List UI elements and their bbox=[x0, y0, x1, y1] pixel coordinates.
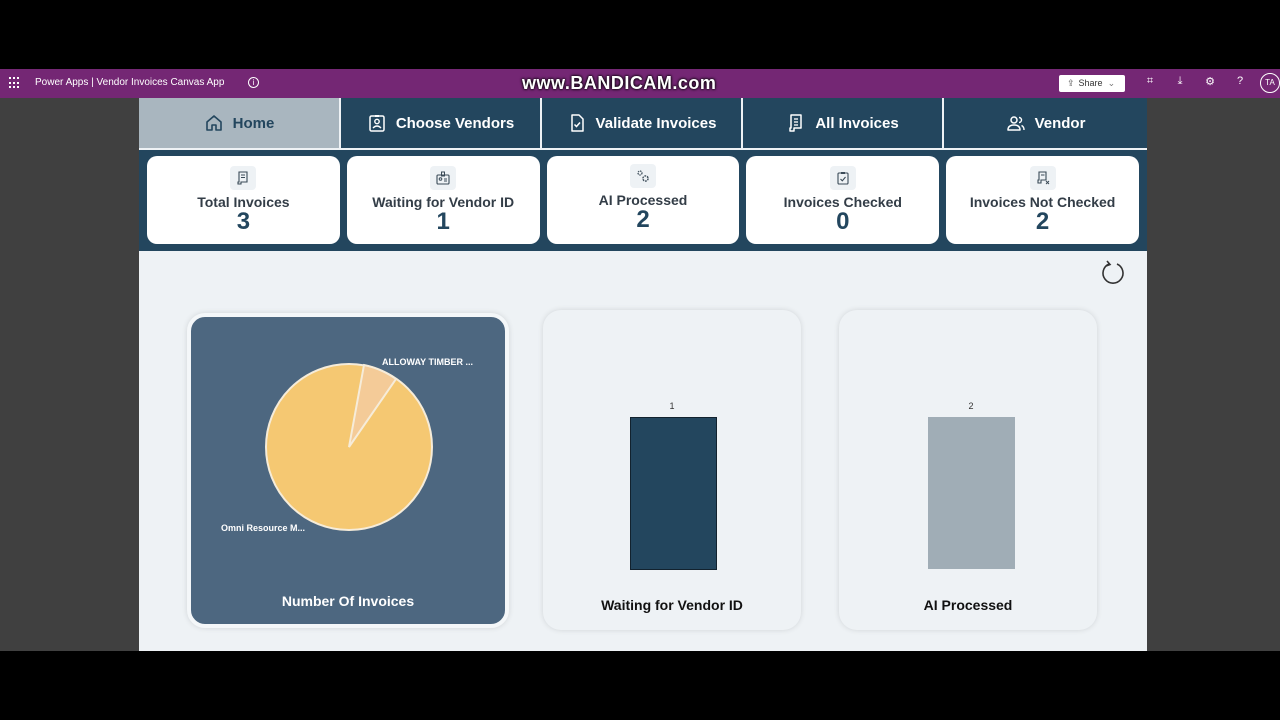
kpi-value: 0 bbox=[836, 208, 850, 235]
share-icon: ⇪ bbox=[1067, 78, 1075, 88]
app-launcher-icon[interactable] bbox=[9, 77, 21, 89]
download-icon[interactable]: ⤓ bbox=[1177, 75, 1183, 87]
avatar[interactable]: TA bbox=[1260, 73, 1280, 93]
contact-card-icon bbox=[369, 115, 385, 132]
top-nav: Home Choose Vendors Validate Invoices Al… bbox=[139, 98, 1147, 148]
bar-value-label: 1 bbox=[669, 401, 675, 411]
kpi-value: 1 bbox=[436, 208, 450, 235]
app-canvas: Home Choose Vendors Validate Invoices Al… bbox=[139, 98, 1147, 651]
tab-label: Choose Vendors bbox=[395, 114, 515, 132]
bar-ai-processed bbox=[928, 417, 1015, 569]
receipt-x-icon bbox=[1029, 166, 1056, 190]
tab-validate-invoices[interactable]: Validate Invoices bbox=[542, 98, 743, 148]
clipboard-check-icon bbox=[829, 166, 856, 190]
tab-all-invoices[interactable]: All Invoices bbox=[743, 98, 944, 148]
refresh-icon[interactable] bbox=[1099, 258, 1127, 286]
chart-title: Number Of Invoices bbox=[281, 593, 415, 609]
kpi-invoices-not-checked[interactable]: Invoices Not Checked 2 bbox=[946, 156, 1139, 244]
tab-vendor[interactable]: Vendor bbox=[944, 98, 1147, 148]
bar-waiting-vendor-id bbox=[630, 417, 717, 570]
kpi-label: Total Invoices bbox=[197, 194, 290, 210]
pie-label-alloway: ALLOWAY TIMBER ... bbox=[382, 357, 474, 367]
kpi-invoices-checked[interactable]: Invoices Checked 0 bbox=[746, 156, 940, 244]
help-icon[interactable]: ? bbox=[1236, 75, 1244, 87]
bar-value-label: 2 bbox=[968, 401, 974, 411]
kpi-total-invoices[interactable]: Total Invoices 3 bbox=[147, 156, 340, 244]
kpi-waiting-vendor-id[interactable]: Waiting for Vendor ID 1 bbox=[346, 156, 540, 244]
tab-label: Validate Invoices bbox=[595, 114, 717, 132]
ai-processed-chart-card: 2 AI Processed bbox=[839, 310, 1097, 630]
kpi-value: 2 bbox=[1035, 208, 1050, 235]
tab-label: All Invoices bbox=[815, 114, 899, 132]
chart-title: Waiting for Vendor ID bbox=[601, 597, 743, 613]
tab-label: Home bbox=[232, 114, 275, 132]
kpi-ai-processed[interactable]: AI Processed 2 bbox=[546, 156, 740, 244]
waiting-vendor-chart-card: 1 Waiting for Vendor ID bbox=[543, 310, 801, 630]
kpi-label: Invoices Not Checked bbox=[969, 194, 1116, 210]
people-icon bbox=[1006, 116, 1025, 131]
recording-watermark: www.BANDICAM.com bbox=[522, 73, 717, 93]
app-title: Power Apps | Vendor Invoices Canvas App bbox=[35, 77, 225, 88]
kpi-value: 2 bbox=[636, 206, 650, 233]
document-check-icon bbox=[570, 114, 584, 132]
info-icon[interactable]: i bbox=[248, 77, 259, 88]
home-icon bbox=[205, 115, 222, 131]
chart-title: AI Processed bbox=[923, 597, 1013, 613]
kpi-value: 3 bbox=[236, 208, 251, 235]
pie-chart-card: ALLOWAY TIMBER ... Omni Resource M... Nu… bbox=[187, 313, 509, 628]
kpi-label: Waiting for Vendor ID bbox=[372, 194, 515, 210]
chevron-down-icon: ⌄ bbox=[1107, 78, 1116, 88]
settings-gear-icon[interactable]: ⚙ bbox=[1205, 76, 1215, 88]
pie-chart bbox=[265, 363, 433, 531]
share-button[interactable]: ⇪ Share ⌄ bbox=[1059, 75, 1125, 92]
left-margin bbox=[0, 98, 139, 651]
tab-label: Vendor bbox=[1034, 114, 1086, 132]
kpi-bar: Total Invoices 3 Waiting for Vendor ID 1… bbox=[139, 150, 1147, 251]
tab-home[interactable]: Home bbox=[139, 98, 341, 148]
letterbox-bottom bbox=[0, 651, 1280, 720]
share-label: Share bbox=[1078, 78, 1103, 88]
id-badge-icon bbox=[430, 166, 457, 190]
receipt-icon bbox=[230, 166, 257, 190]
gears-icon bbox=[629, 164, 656, 188]
kpi-label: Invoices Checked bbox=[783, 194, 902, 210]
receipt-icon bbox=[789, 114, 803, 132]
kpi-label: AI Processed bbox=[598, 192, 688, 208]
tab-choose-vendors[interactable]: Choose Vendors bbox=[341, 98, 542, 148]
right-margin bbox=[1147, 98, 1280, 651]
fit-to-window-icon[interactable]: ⌗ bbox=[1146, 75, 1154, 87]
pie-label-omni: Omni Resource M... bbox=[221, 523, 306, 533]
